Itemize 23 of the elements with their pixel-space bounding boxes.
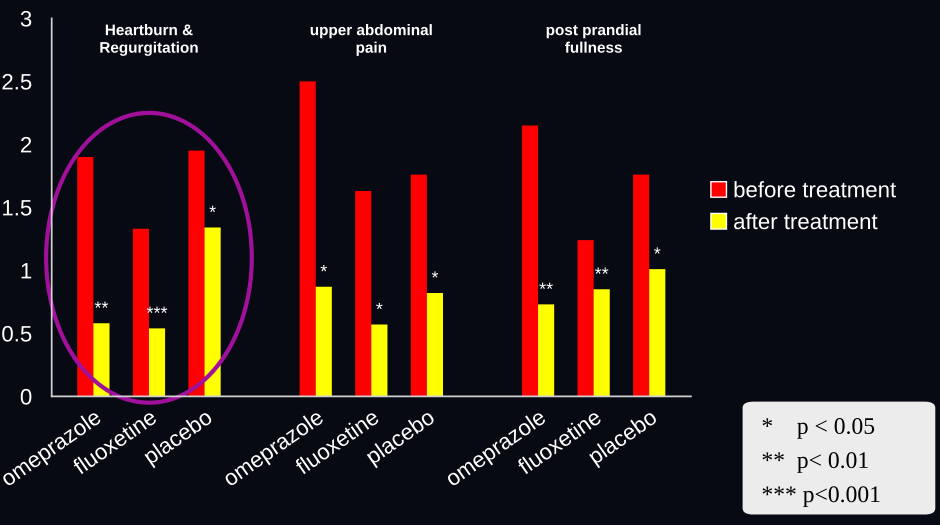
legend-label: before treatment bbox=[734, 181, 896, 198]
text: * p < 0.05 bbox=[762, 418, 874, 439]
data-label: ** bbox=[594, 268, 608, 274]
data-label: * bbox=[320, 265, 328, 272]
legend-label: after treatment bbox=[734, 212, 878, 230]
y-tick-label: 1.5 bbox=[3, 200, 32, 216]
data-label: * bbox=[654, 247, 661, 254]
annotation: upper abdominal pain bbox=[310, 24, 432, 56]
data-label: * bbox=[209, 206, 216, 212]
annotation: post prandial fullness bbox=[546, 24, 641, 53]
y-tick-label: 2 bbox=[21, 136, 32, 152]
text: *** p<0.001 bbox=[762, 486, 880, 508]
y-tick-label: 3 bbox=[20, 10, 32, 27]
y-tick-label: 0.5 bbox=[2, 326, 32, 342]
data-label: * bbox=[376, 302, 383, 310]
y-tick-label: 1 bbox=[22, 263, 32, 278]
y-tick-label: 2.5 bbox=[2, 74, 32, 90]
data-label: ** bbox=[539, 282, 553, 290]
data-label: ** bbox=[94, 302, 108, 308]
text: ** p< 0.01 bbox=[762, 452, 868, 473]
annotation: Heartburn & Regurgitation bbox=[100, 24, 198, 56]
data-label: * bbox=[432, 271, 438, 278]
y-tick-label: 0 bbox=[20, 388, 32, 405]
